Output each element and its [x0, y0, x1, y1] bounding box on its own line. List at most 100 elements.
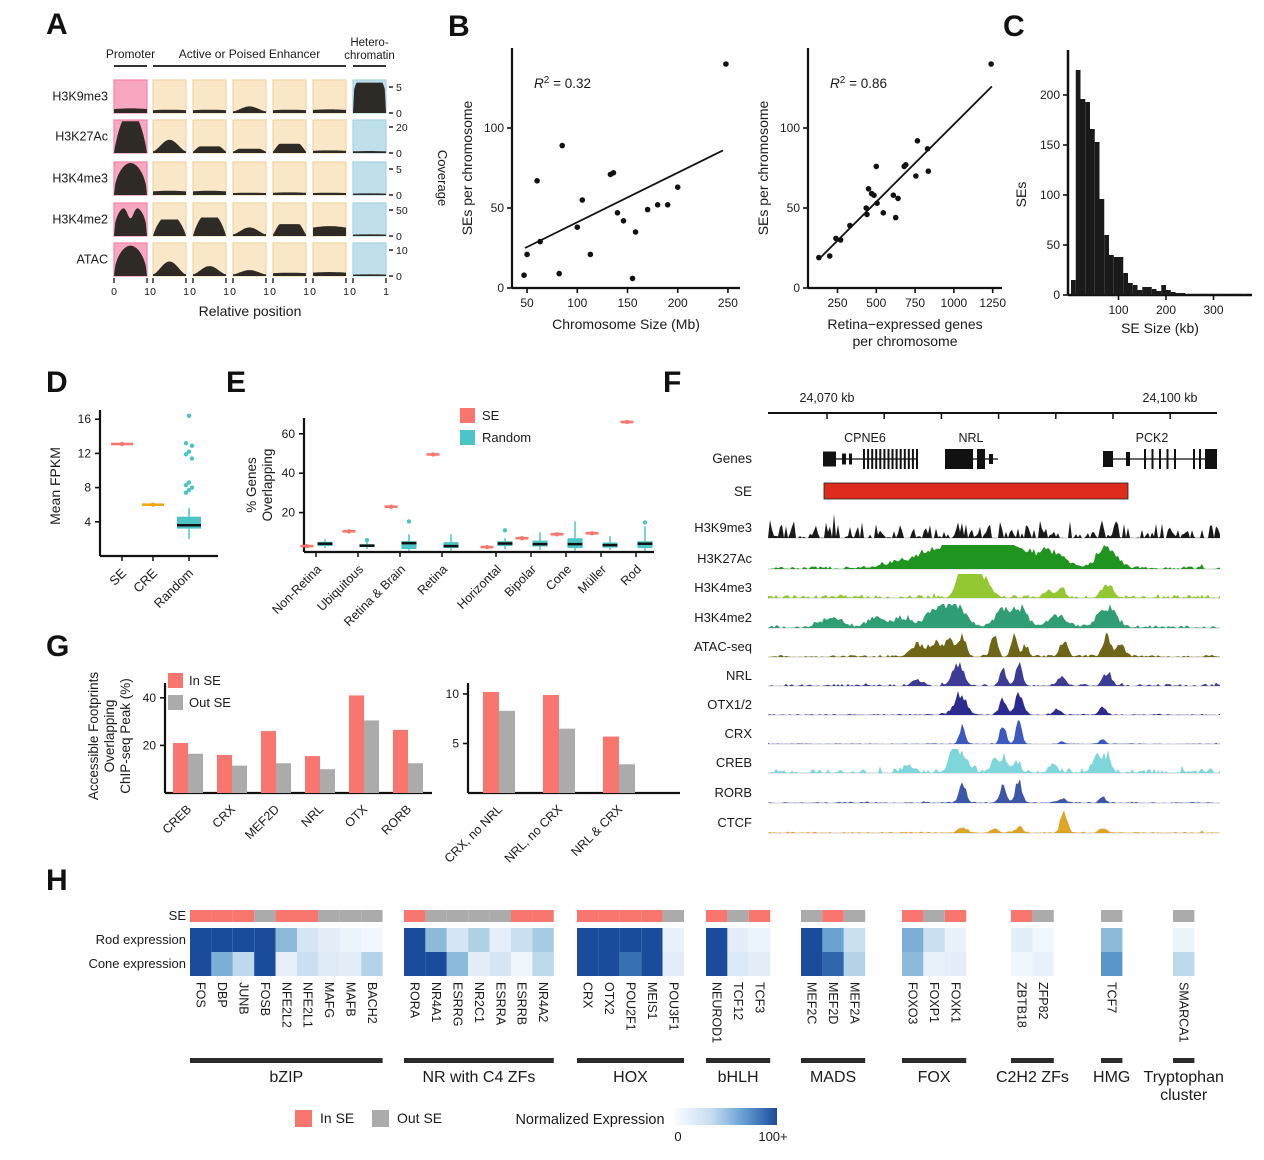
- svg-text:20: 20: [143, 738, 157, 752]
- svg-text:0: 0: [190, 286, 196, 298]
- svg-text:MEF2D: MEF2D: [242, 802, 282, 842]
- svg-text:Bipolar: Bipolar: [502, 562, 539, 599]
- svg-text:NRL: NRL: [958, 431, 983, 445]
- svg-text:H3K4me2: H3K4me2: [694, 610, 752, 625]
- svg-text:H3K4me3: H3K4me3: [694, 580, 752, 595]
- svg-text:50: 50: [396, 205, 408, 217]
- panel-f-letter: F: [663, 366, 682, 399]
- svg-text:cluster: cluster: [1160, 1087, 1208, 1104]
- svg-text:750: 750: [905, 296, 925, 310]
- svg-text:FOSB: FOSB: [258, 982, 272, 1016]
- panel-c-letter: C: [1003, 10, 1025, 43]
- svg-text:% Genes: % Genes: [244, 457, 259, 513]
- svg-text:0: 0: [150, 286, 156, 298]
- svg-text:10: 10: [396, 245, 408, 257]
- svg-text:H3K9me3: H3K9me3: [52, 90, 108, 104]
- svg-text:FOXP1: FOXP1: [927, 982, 941, 1023]
- svg-text:In SE: In SE: [189, 673, 221, 688]
- svg-text:DBP: DBP: [215, 982, 229, 1008]
- svg-text:ESRRG: ESRRG: [451, 982, 465, 1026]
- svg-text:SE: SE: [106, 565, 129, 588]
- svg-text:NEUROD1: NEUROD1: [710, 982, 724, 1043]
- svg-text:0: 0: [111, 286, 117, 298]
- svg-text:MEF2A: MEF2A: [848, 982, 862, 1024]
- svg-text:20: 20: [282, 506, 296, 520]
- svg-text:250: 250: [827, 296, 847, 310]
- svg-text:Rod: Rod: [618, 562, 644, 588]
- svg-text:MAFG: MAFG: [322, 982, 336, 1018]
- svg-text:10: 10: [446, 687, 460, 701]
- svg-text:0: 0: [270, 286, 276, 298]
- panel-e-letter: E: [226, 366, 247, 399]
- svg-text:Active or Poised Enhancer: Active or Poised Enhancer: [179, 47, 320, 61]
- svg-text:200: 200: [668, 296, 688, 310]
- svg-text:Rod expression: Rod expression: [96, 932, 186, 947]
- svg-text:1: 1: [303, 286, 309, 298]
- svg-text:24,070 kb: 24,070 kb: [800, 391, 855, 405]
- svg-text:Promoter: Promoter: [106, 47, 155, 61]
- svg-text:H3K27Ac: H3K27Ac: [697, 551, 752, 566]
- svg-text:0: 0: [674, 1129, 681, 1144]
- svg-text:TCF12: TCF12: [731, 982, 745, 1020]
- svg-text:100+: 100+: [758, 1129, 787, 1144]
- svg-text:bHLH: bHLH: [718, 1069, 759, 1086]
- panel-f-genome-browser: 24,070 kb 24,100 kb Genes CPNE6 NRL PCK2 SE H3K…: [694, 391, 1220, 834]
- svg-text:1250: 1250: [979, 296, 1006, 310]
- svg-text:200: 200: [1156, 303, 1176, 317]
- svg-text:bZIP: bZIP: [269, 1069, 303, 1086]
- svg-text:HMG: HMG: [1093, 1069, 1130, 1086]
- svg-text:HOX: HOX: [613, 1069, 648, 1086]
- svg-text:RORB: RORB: [379, 802, 414, 837]
- svg-text:Tryptophan: Tryptophan: [1144, 1069, 1224, 1086]
- svg-text:1: 1: [263, 286, 269, 298]
- svg-text:150: 150: [1040, 138, 1060, 152]
- svg-text:NR4A1: NR4A1: [429, 982, 443, 1022]
- svg-text:FOXO3: FOXO3: [906, 982, 920, 1024]
- svg-text:NRL: NRL: [299, 802, 327, 830]
- svg-text:Horizontal: Horizontal: [454, 562, 504, 612]
- svg-text:CRX: CRX: [581, 982, 595, 1009]
- panel-h-heatmap: SE Rod expression Cone expression FOS DBP JUN…: [88, 908, 1224, 1144]
- svg-text:CRX, no NRL: CRX, no NRL: [442, 802, 505, 865]
- svg-text:1: 1: [343, 286, 349, 298]
- svg-text:0: 0: [1053, 288, 1060, 302]
- svg-text:250: 250: [718, 296, 738, 310]
- svg-text:POU3F1: POU3F1: [666, 982, 680, 1031]
- svg-text:Coverage: Coverage: [435, 150, 450, 206]
- svg-text:SE: SE: [734, 484, 752, 499]
- panel-c-histogram: 0 50 100 150 200 100 200 300 SE Size (kb) SEs: [1013, 50, 1252, 336]
- svg-text:ATAC-seq: ATAC-seq: [694, 639, 752, 654]
- svg-text:0: 0: [230, 286, 236, 298]
- svg-text:CRX: CRX: [725, 726, 753, 741]
- svg-text:Chromosome Size (Mb): Chromosome Size (Mb): [552, 316, 700, 332]
- svg-text:5: 5: [396, 164, 402, 176]
- svg-text:24,100 kb: 24,100 kb: [1143, 391, 1198, 405]
- panel-b-left-scatter: 50 100 150 200 250 0 50 100 R2 = 0.32 Chromosome …: [459, 48, 740, 332]
- svg-text:200: 200: [1040, 88, 1060, 102]
- svg-text:R2 = 0.32: R2 = 0.32: [534, 75, 591, 91]
- svg-text:SE: SE: [169, 908, 187, 923]
- panel-a-chart: Promoter Active or Poised Enhancer Hetero-…: [52, 37, 450, 319]
- svg-text:Genes: Genes: [712, 451, 752, 466]
- svg-text:H3K9me3: H3K9me3: [694, 520, 752, 535]
- svg-text:50: 50: [491, 201, 505, 215]
- svg-text:NR2C1: NR2C1: [472, 982, 486, 1023]
- svg-text:FOXK1: FOXK1: [949, 982, 963, 1023]
- svg-text:4: 4: [84, 515, 91, 529]
- svg-text:Non-Retina: Non-Retina: [270, 562, 325, 617]
- svg-text:1: 1: [183, 286, 189, 298]
- svg-text:0: 0: [793, 281, 800, 295]
- svg-text:5: 5: [452, 737, 459, 751]
- svg-text:Relative position: Relative position: [199, 303, 302, 319]
- svg-text:Out SE: Out SE: [397, 1110, 442, 1126]
- svg-text:0: 0: [350, 286, 356, 298]
- svg-text:CTCF: CTCF: [717, 815, 752, 830]
- panel-g-barcharts: Accessible Footprints Overlapping ChIP-seq…: [86, 672, 680, 866]
- svg-text:0: 0: [396, 148, 402, 160]
- svg-text:per chromosome: per chromosome: [852, 333, 957, 349]
- svg-text:ATAC: ATAC: [77, 253, 108, 267]
- svg-text:SEs per chromosome: SEs per chromosome: [755, 100, 771, 235]
- panel-h-letter: H: [46, 864, 68, 897]
- svg-text:SE Size (kb): SE Size (kb): [1121, 320, 1199, 336]
